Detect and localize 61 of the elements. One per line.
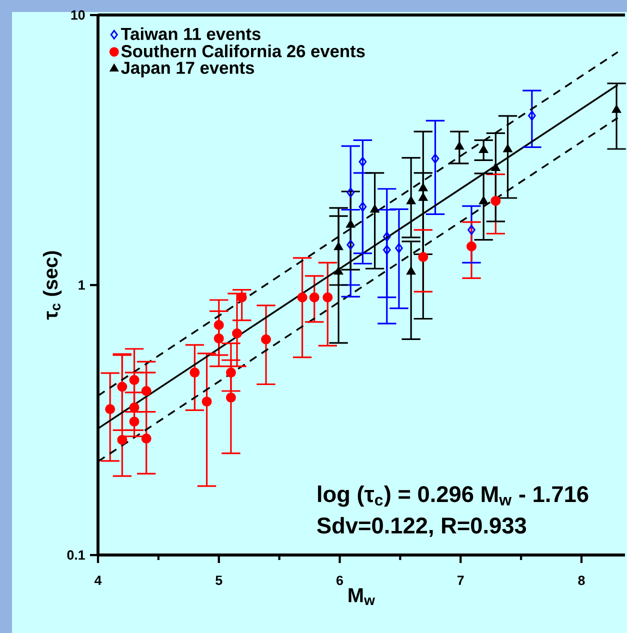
annotation: Sdv=0.122, R=0.933 xyxy=(317,516,526,537)
point xyxy=(491,163,500,171)
point xyxy=(309,292,320,302)
point xyxy=(117,434,128,445)
point xyxy=(346,188,355,198)
point xyxy=(346,240,355,250)
y-tick-label: 0.1 xyxy=(67,550,85,560)
point xyxy=(382,232,391,242)
point xyxy=(129,416,140,427)
point xyxy=(236,292,247,302)
point xyxy=(479,145,488,153)
y-tick-label: 1 xyxy=(78,280,85,290)
point xyxy=(261,334,272,344)
point xyxy=(370,204,380,213)
annotation: log (τ$_{c}$) = 0.296 M$_{w}$ - 1.716 xyxy=(318,486,588,507)
point xyxy=(129,374,140,385)
point xyxy=(117,382,128,392)
point xyxy=(490,196,501,206)
point xyxy=(297,292,308,302)
x-tick-label: 6 xyxy=(336,576,343,586)
point xyxy=(358,202,367,212)
point xyxy=(395,243,403,254)
point xyxy=(468,224,476,235)
point xyxy=(528,110,536,121)
point xyxy=(141,386,152,396)
point xyxy=(334,242,343,250)
point xyxy=(214,320,224,330)
point xyxy=(418,252,428,262)
point xyxy=(358,156,367,167)
y-tick-label: 10 xyxy=(71,10,85,20)
point xyxy=(334,266,343,275)
x-tick-label: 4 xyxy=(94,576,102,585)
point xyxy=(105,404,116,414)
x-tick-label: 8 xyxy=(578,576,585,586)
y-axis-title: τ$_{c}$ (sec) xyxy=(42,251,62,320)
legend-label: Taiwan 11 events xyxy=(120,27,260,40)
point xyxy=(226,368,236,378)
point xyxy=(141,434,152,444)
point xyxy=(418,183,428,192)
point xyxy=(190,368,200,378)
point xyxy=(466,241,476,252)
point xyxy=(226,392,236,403)
point xyxy=(418,193,428,201)
point xyxy=(129,402,140,412)
point xyxy=(406,196,416,204)
point xyxy=(382,244,391,255)
point xyxy=(232,328,242,338)
point xyxy=(479,196,488,204)
point xyxy=(202,396,212,407)
point xyxy=(503,144,512,152)
x-tick-label: 7 xyxy=(457,576,464,585)
point xyxy=(454,142,464,150)
legend-label: Southern California 26 events xyxy=(121,44,365,58)
legend-label: Japan 17 events xyxy=(121,62,254,78)
point xyxy=(431,154,440,164)
x-tick-label: 5 xyxy=(216,576,222,585)
point xyxy=(214,333,224,344)
point xyxy=(322,292,333,302)
point xyxy=(406,266,416,275)
x-axis-title: M$_{w}$ xyxy=(348,588,375,605)
point xyxy=(346,220,356,228)
